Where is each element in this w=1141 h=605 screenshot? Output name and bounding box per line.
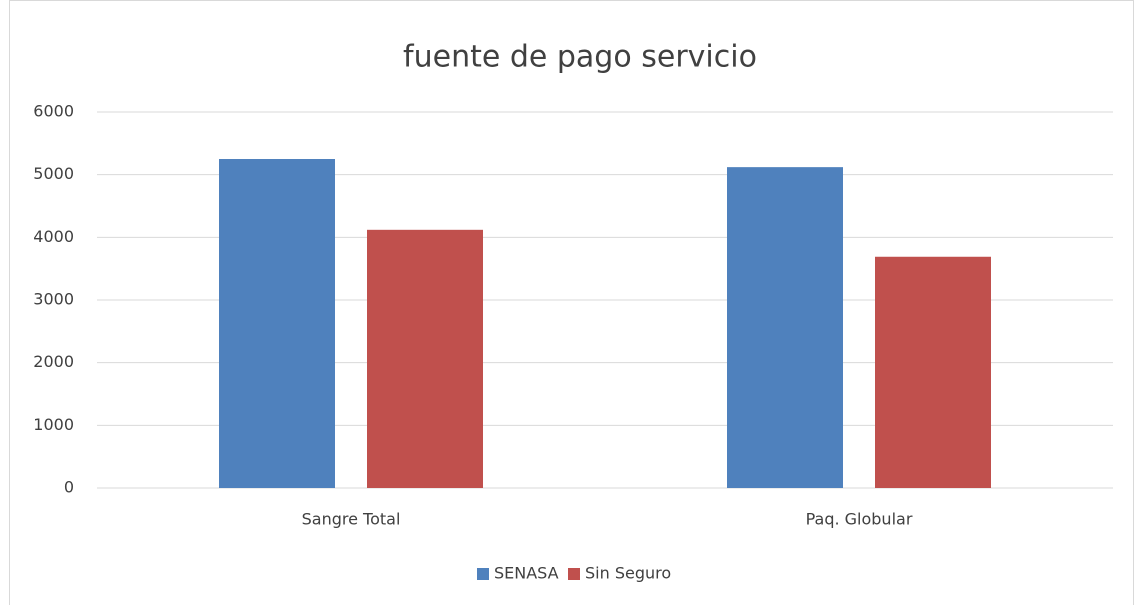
y-tick-label: 4000 [33,227,74,246]
legend-label: Sin Seguro [585,564,671,583]
chart-title: fuente de pago servicio [403,40,757,75]
y-tick-label: 2000 [33,352,74,371]
bar [219,159,335,488]
bar [875,256,991,488]
y-tick-label: 3000 [33,290,74,309]
x-tick-label: Paq. Globular [806,510,913,529]
y-tick-label: 1000 [33,415,74,434]
legend-swatch [477,568,489,580]
bar [367,229,483,488]
legend-label: SENASA [494,564,559,583]
bar [727,167,843,488]
y-tick-label: 6000 [33,102,74,121]
legend-swatch [568,568,580,580]
x-tick-label: Sangre Total [302,510,401,529]
y-tick-label: 5000 [33,164,74,183]
y-tick-label: 0 [64,478,74,497]
